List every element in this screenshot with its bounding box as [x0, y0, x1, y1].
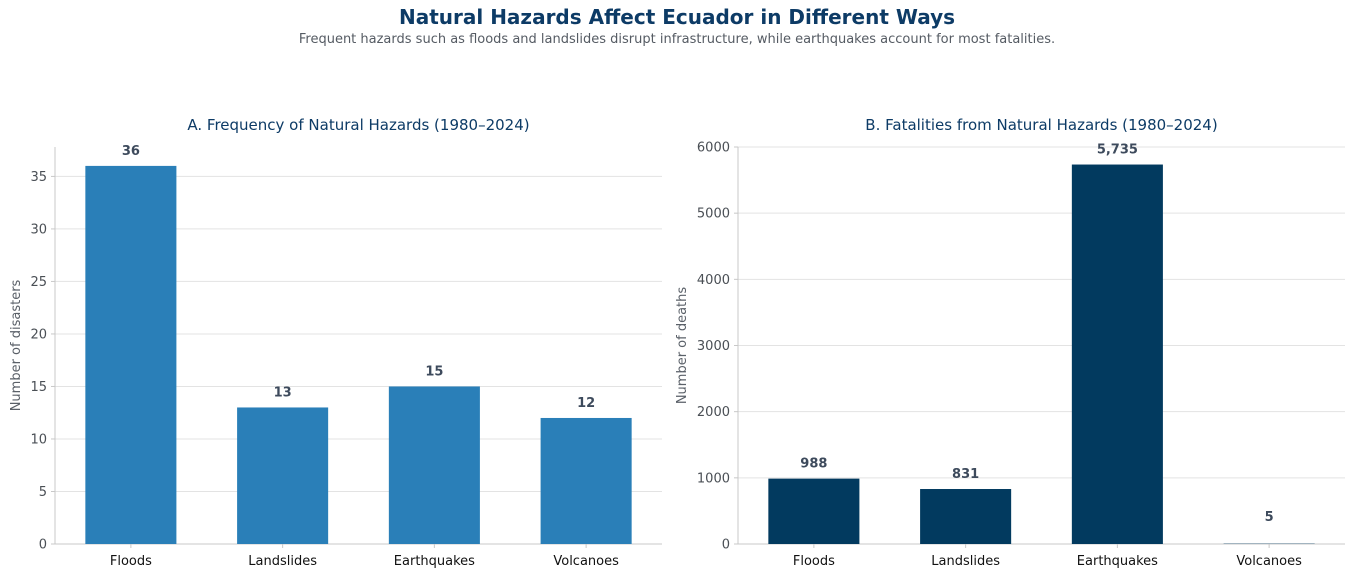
y-tick-label: 5000: [697, 207, 730, 222]
y-tick-label: 15: [30, 380, 47, 395]
y-tick-label: 25: [30, 275, 47, 290]
bar-earthquakes: [1071, 164, 1163, 544]
data-label: 831: [952, 467, 979, 482]
y-tick-label: 1000: [697, 471, 730, 486]
y-axis-label: Number of disasters: [9, 279, 24, 411]
y-tick-label: 10: [30, 432, 47, 447]
x-tick-label: Earthquakes: [1077, 554, 1158, 569]
figure-subtitle: Frequent hazards such as floods and land…: [298, 32, 1056, 47]
data-label: 988: [800, 457, 827, 472]
y-tick-label: 0: [39, 538, 47, 553]
bar-landslides: [920, 489, 1012, 544]
bar-landslides: [237, 407, 329, 544]
x-tick-label: Floods: [110, 554, 152, 569]
x-tick-label: Floods: [793, 554, 835, 569]
y-tick-label: 4000: [697, 273, 730, 288]
data-label: 5: [1265, 510, 1274, 525]
bar-earthquakes: [388, 386, 480, 544]
panel-title: B. Fatalities from Natural Hazards (1980…: [865, 116, 1217, 134]
y-tick-label: 0: [722, 538, 730, 553]
y-tick-label: 20: [30, 327, 47, 342]
figure-title: Natural Hazards Affect Ecuador in Differ…: [398, 5, 956, 29]
panel-b-fatalities-chart: 0 1000 2000 3000 4000 5000 6000 988 Floods 831 Lan…: [675, 116, 1345, 569]
x-tick-label: Landslides: [248, 554, 317, 569]
y-axis-label: Number of deaths: [675, 287, 690, 405]
y-tick-label: 3000: [697, 339, 730, 354]
data-label: 15: [425, 364, 443, 379]
x-tick-label: Earthquakes: [394, 554, 475, 569]
data-label: 5,735: [1097, 143, 1138, 158]
x-tick-label: Volcanoes: [1236, 554, 1302, 569]
data-label: 13: [274, 385, 292, 400]
bar-floods: [768, 478, 860, 544]
data-label: 36: [122, 144, 140, 159]
bar-volcanoes: [540, 417, 632, 544]
panel-a-frequency-chart: 0 5 10 15 20 25 30 35 36 Floods 13 Landslides 15 Eart…: [9, 116, 662, 569]
y-tick-label: 35: [30, 170, 47, 185]
y-tick-label: 6000: [697, 141, 730, 156]
x-tick-label: Landslides: [931, 554, 1000, 569]
y-tick-label: 2000: [697, 405, 730, 420]
bar-floods: [85, 165, 177, 544]
x-tick-label: Volcanoes: [553, 554, 619, 569]
data-label: 12: [577, 396, 595, 411]
y-tick-label: 5: [39, 485, 47, 500]
panel-title: A. Frequency of Natural Hazards (1980–20…: [187, 116, 529, 134]
y-tick-label: 30: [30, 222, 47, 237]
